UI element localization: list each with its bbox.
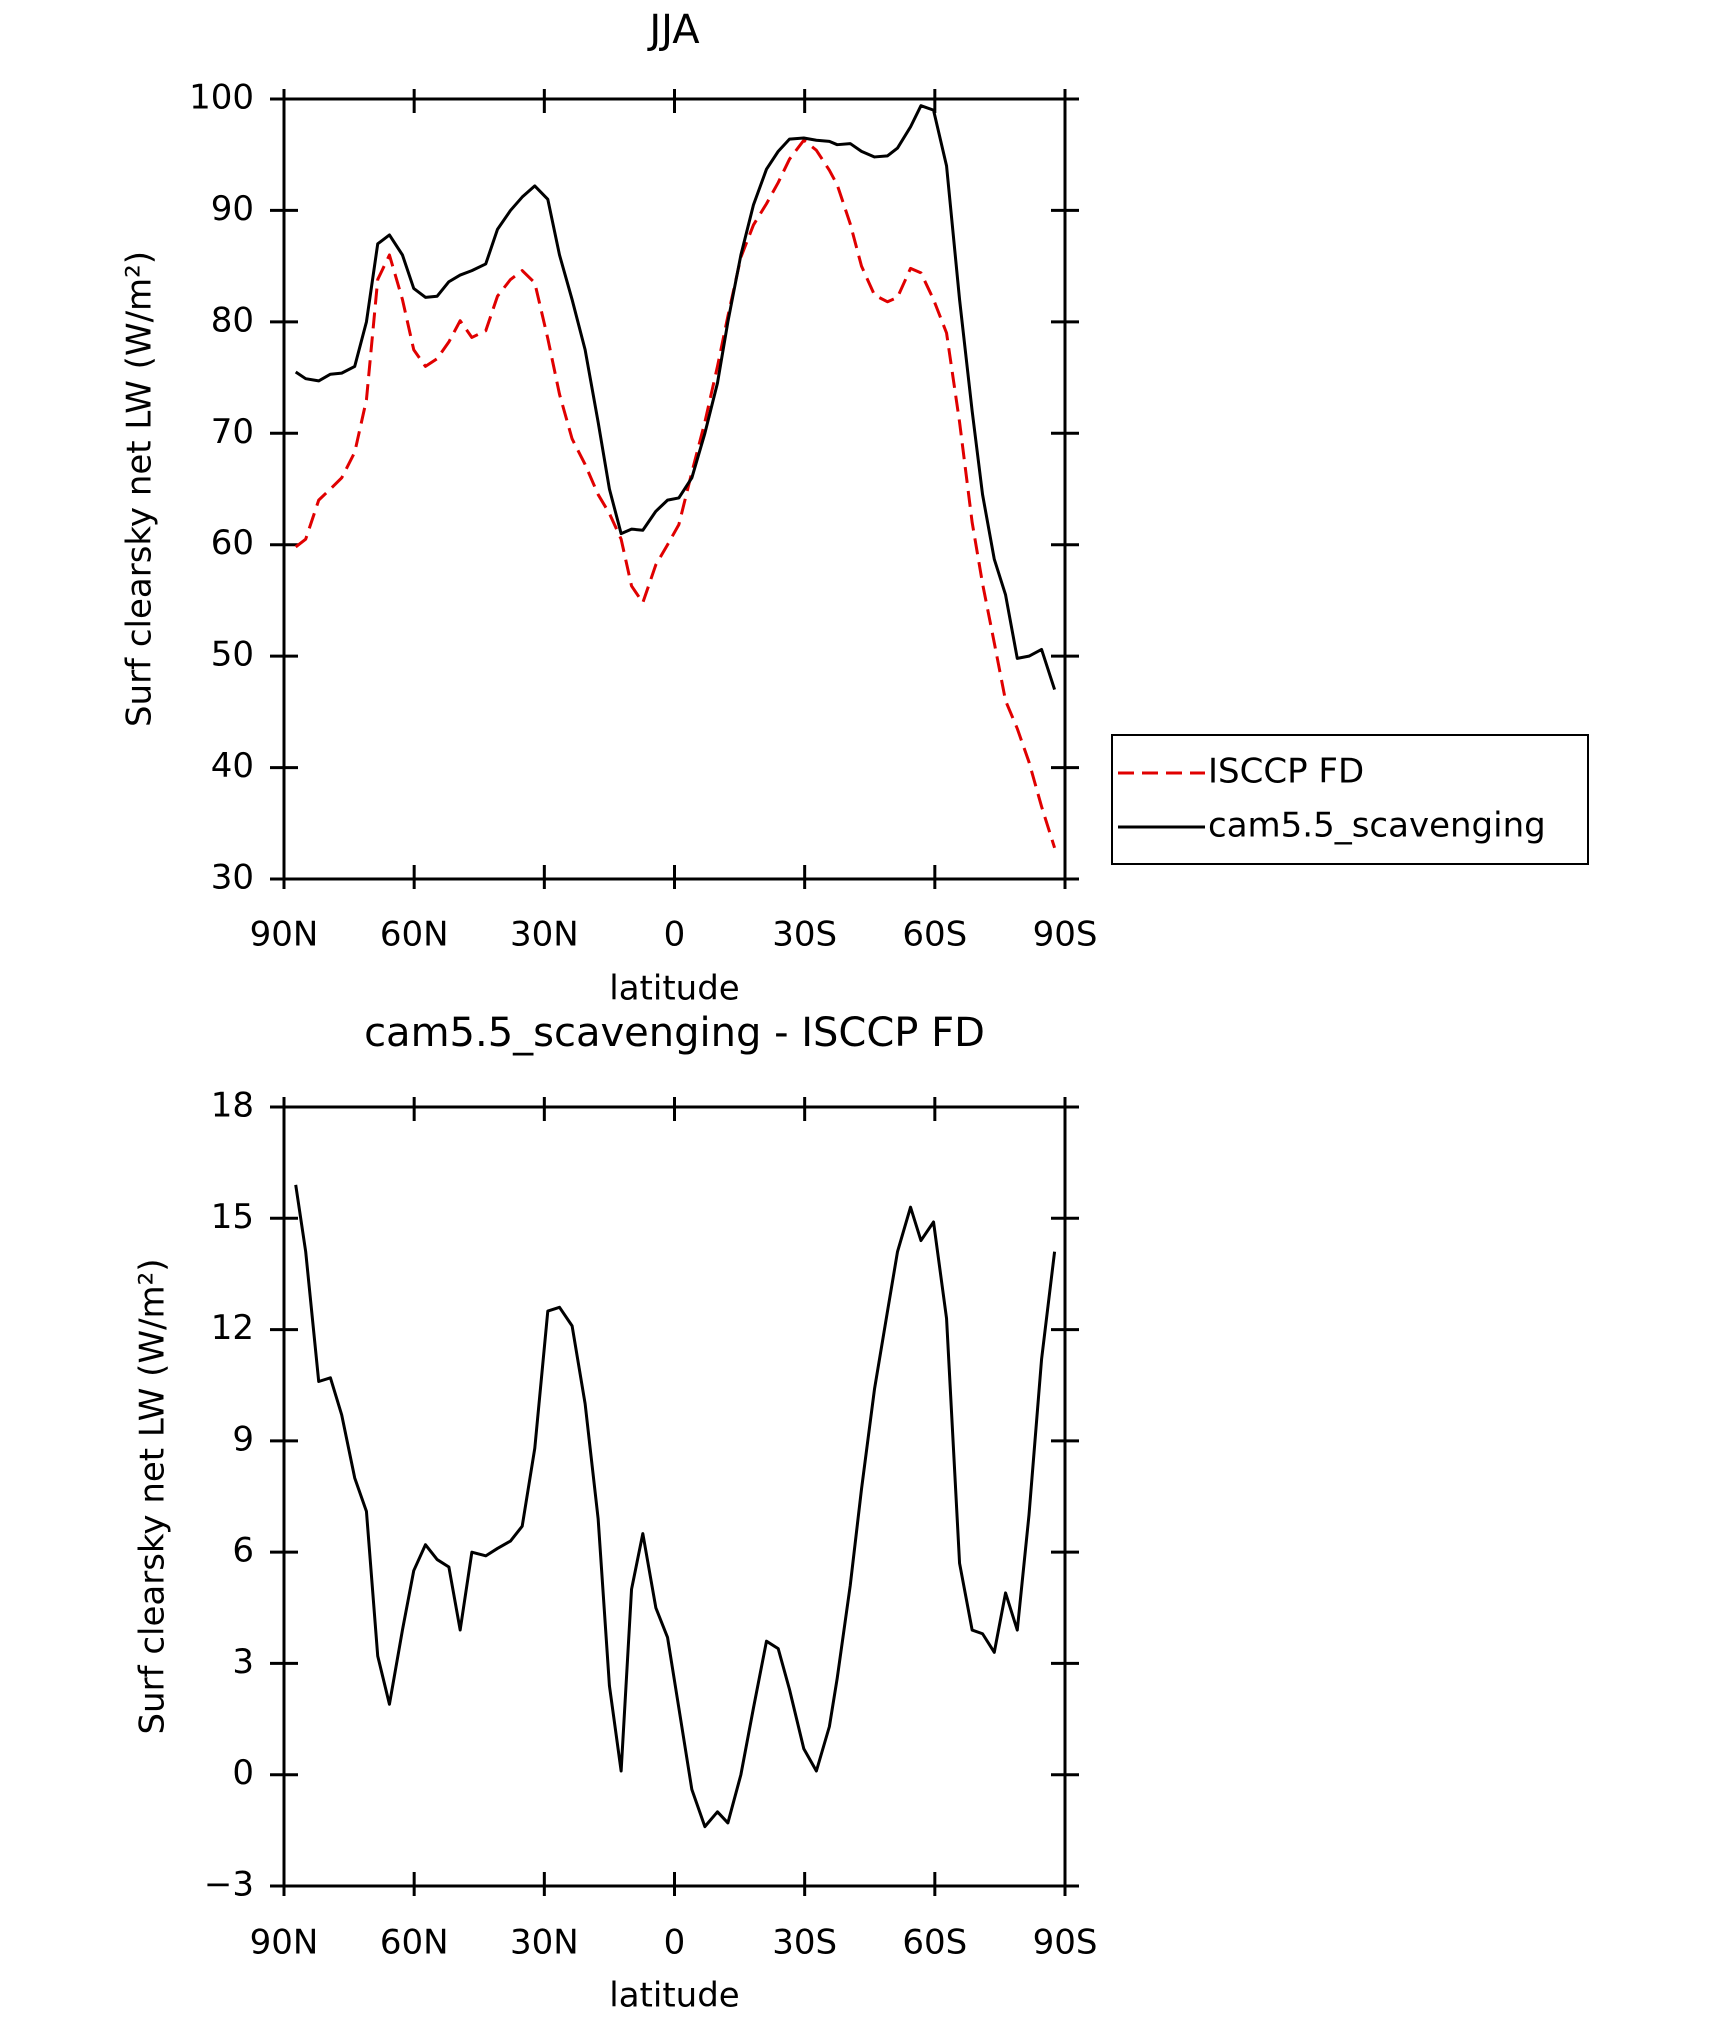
y-axis-label: Surf clearsky net LW (W/m²) xyxy=(120,251,160,727)
y-tick-label: 18 xyxy=(211,1086,254,1126)
x-tick-label: 60S xyxy=(902,915,967,955)
y-tick-label: −3 xyxy=(204,1865,254,1905)
y-axis-label: Surf clearsky net LW (W/m²) xyxy=(133,1258,173,1734)
y-tick-label: 60 xyxy=(211,523,254,563)
y-tick-label: 12 xyxy=(211,1308,254,1348)
x-tick-label: 90S xyxy=(1033,915,1098,955)
x-tick-label: 30S xyxy=(772,915,837,955)
legend-label: cam5.5_scavenging xyxy=(1208,806,1546,846)
y-tick-label: 9 xyxy=(232,1419,254,1459)
x-tick-label: 90S xyxy=(1033,1923,1098,1963)
x-tick-label: 60N xyxy=(380,1923,449,1963)
y-tick-label: 70 xyxy=(211,412,254,452)
y-tick-label: 15 xyxy=(211,1197,254,1237)
x-tick-label: 90N xyxy=(250,1923,319,1963)
data-line xyxy=(294,1184,1057,1829)
legend-box xyxy=(1111,734,1589,865)
x-tick-label: 0 xyxy=(664,915,686,955)
x-axis-label: latitude xyxy=(609,969,739,1009)
y-tick-label: 6 xyxy=(232,1531,254,1571)
x-tick-label: 60N xyxy=(380,915,449,955)
x-tick-label: 30N xyxy=(510,915,579,955)
y-tick-label: 30 xyxy=(211,858,254,898)
x-axis-label: latitude xyxy=(609,1976,739,2016)
x-tick-label: 30S xyxy=(772,1923,837,1963)
y-tick-label: 40 xyxy=(211,746,254,786)
plot-frame xyxy=(282,1105,1067,1888)
chart-title: cam5.5_scavenging - ISCCP FD xyxy=(364,1010,985,1056)
plot-frame xyxy=(282,97,1067,881)
y-tick-label: 100 xyxy=(189,78,254,118)
y-tick-label: 90 xyxy=(211,189,254,229)
x-tick-label: 90N xyxy=(250,915,319,955)
data-line xyxy=(294,104,1057,691)
y-tick-label: 0 xyxy=(232,1753,254,1793)
legend-label: ISCCP FD xyxy=(1208,752,1364,792)
y-tick-label: 80 xyxy=(211,300,254,340)
legend: ISCCP FD cam5.5_scavenging xyxy=(1111,734,1589,865)
x-tick-label: 60S xyxy=(902,1923,967,1963)
y-tick-label: 50 xyxy=(211,635,254,675)
x-tick-label: 30N xyxy=(510,1923,579,1963)
chart-title: JJA xyxy=(646,7,700,53)
y-tick-label: 3 xyxy=(232,1642,254,1682)
data-line xyxy=(294,138,1057,849)
x-tick-label: 0 xyxy=(664,1923,686,1963)
